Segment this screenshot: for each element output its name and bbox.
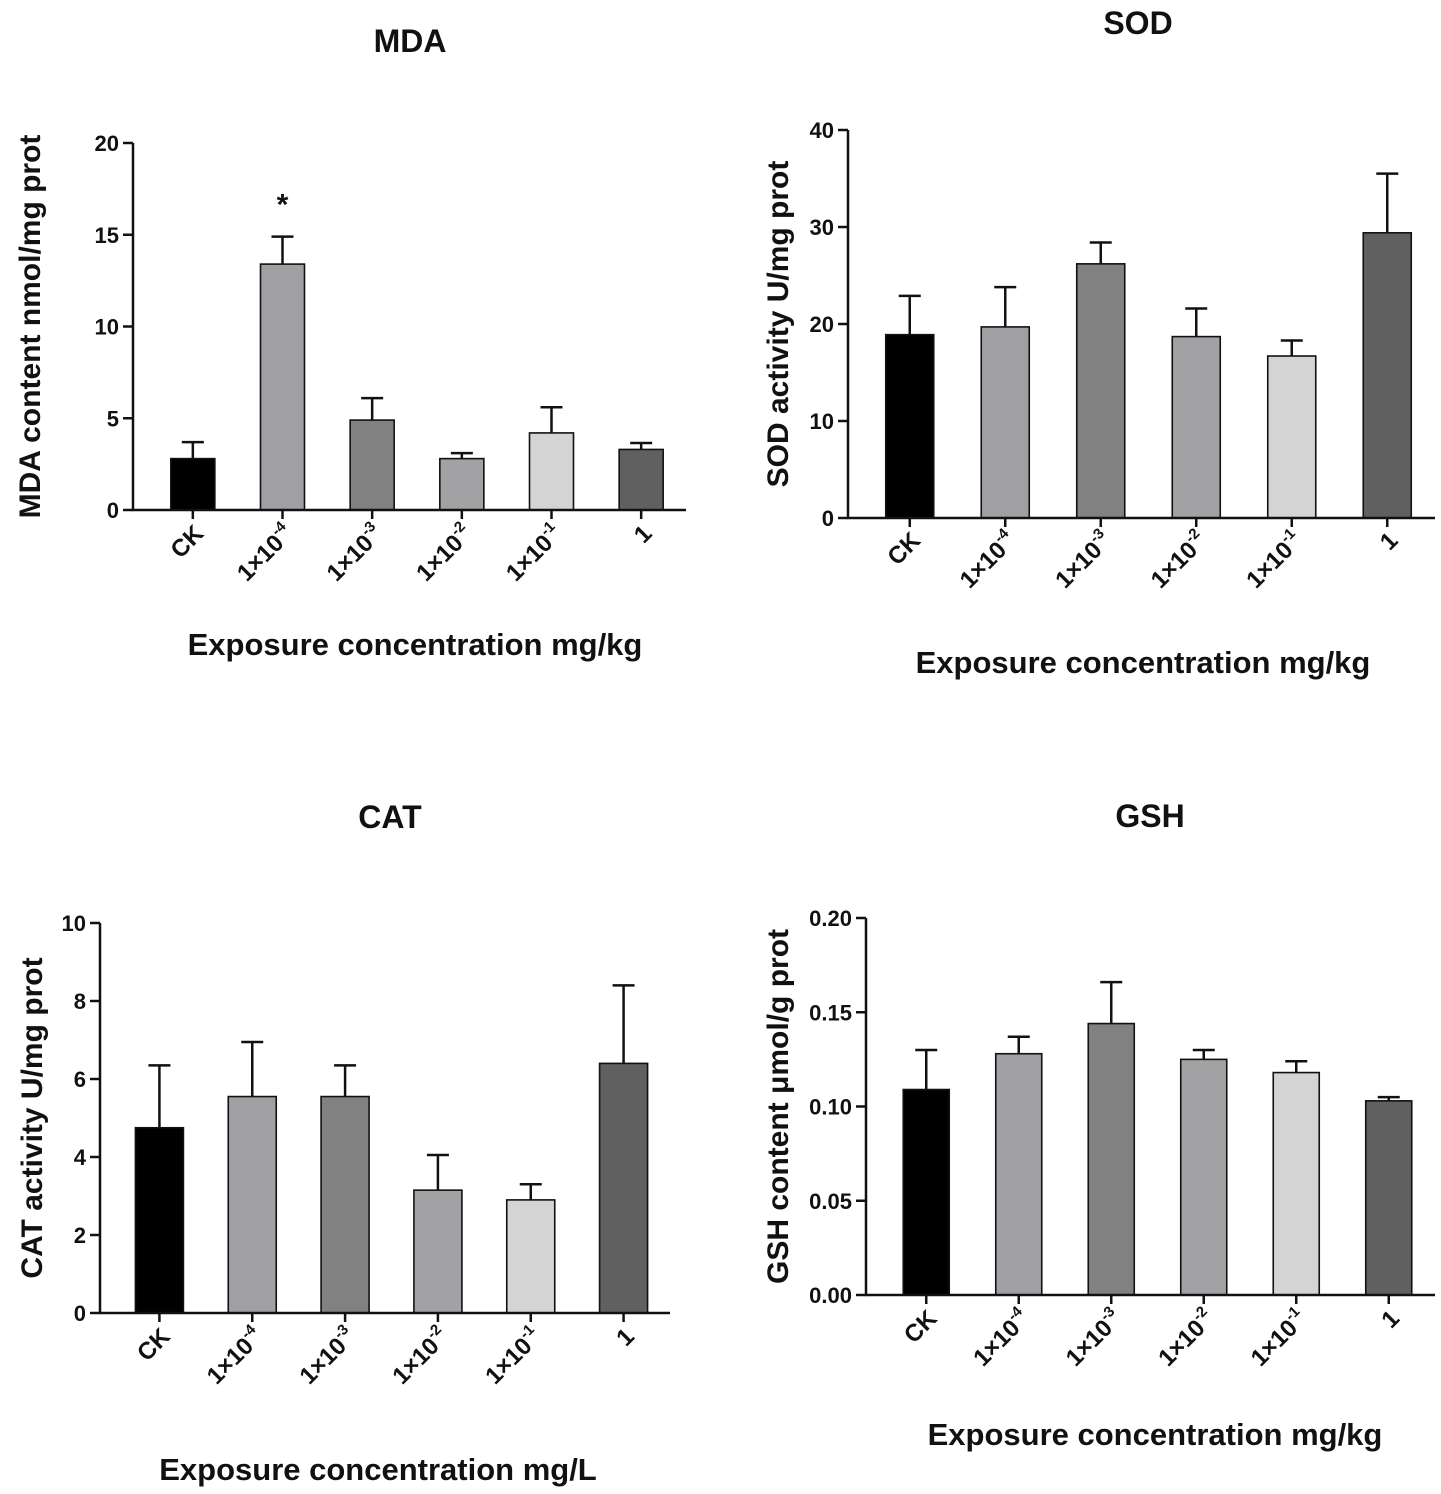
y-tick-label: 0.10: [809, 1095, 852, 1120]
chart-title: MDA: [374, 23, 447, 59]
bar-0: [902, 1088, 951, 1296]
bar-5: [1362, 232, 1413, 519]
bar-3: [413, 1189, 463, 1314]
bar-0: [134, 1126, 185, 1314]
bar-1: [994, 1052, 1043, 1296]
y-tick-label: 8: [74, 989, 86, 1014]
y-tick-label: 20: [810, 312, 834, 337]
x-tick-label: 1×10-3: [320, 518, 389, 587]
bar-1: [980, 326, 1031, 519]
x-tick-label: 1×10-3: [292, 1321, 361, 1390]
x-tick-label: 1×10-2: [1151, 1303, 1220, 1372]
bar-4: [1266, 355, 1317, 519]
bar-3: [1179, 1058, 1228, 1296]
y-tick-label: 0.05: [809, 1189, 852, 1214]
bar-5: [618, 448, 664, 511]
x-tick-label: 1×10-4: [953, 525, 1022, 594]
x-tick-label: 1: [629, 520, 658, 549]
y-tick-label: 5: [107, 406, 119, 431]
bar-1: [227, 1095, 278, 1314]
x-tick-label: 1×10-2: [385, 1321, 454, 1390]
chart-mda: MDA MDA content nmol/mg prot * 0 5 10 15 20 CK 1×…: [14, 23, 686, 662]
chart-cat: CAT CAT activity U/mg prot 0 2 4 6 8 10 CK 1×10-4…: [16, 799, 670, 1487]
x-tick-label: CK: [899, 1305, 943, 1349]
bar-0: [170, 457, 216, 511]
bar-2: [1087, 1022, 1136, 1296]
bar-1: [259, 263, 306, 511]
x-axis-label: Exposure concentration mg/kg: [928, 1417, 1383, 1452]
y-tick-label: 10: [95, 315, 119, 340]
y-tick-label: 30: [810, 215, 834, 240]
x-tick-label: 1×10-4: [230, 518, 299, 587]
bar-4: [505, 1199, 556, 1314]
bar-0: [884, 333, 935, 519]
x-tick-label: 1×10-4: [966, 1303, 1035, 1372]
x-tick-label: CK: [132, 1323, 176, 1367]
y-tick-label: 2: [74, 1223, 86, 1248]
bar-5: [598, 1062, 649, 1314]
bar-2: [320, 1095, 370, 1314]
chart-title: CAT: [358, 799, 422, 835]
chart-gsh: GSH GSH content μmol/g prot 0.00 0.05 0.10 0.…: [762, 798, 1435, 1452]
y-axis-label: CAT activity U/mg prot: [16, 957, 49, 1278]
x-tick-label: 1×10-3: [1048, 525, 1117, 594]
x-tick-label: 1×10-1: [1244, 1303, 1313, 1372]
chart-title: GSH: [1115, 798, 1184, 834]
x-axis-label: Exposure concentration mg/kg: [916, 645, 1371, 680]
x-tick-label: 1×10-1: [478, 1321, 547, 1390]
bar-4: [528, 432, 575, 511]
y-axis-label: MDA content nmol/mg prot: [14, 135, 47, 519]
y-tick-label: 0: [107, 498, 119, 523]
x-tick-label: 1: [611, 1323, 640, 1352]
y-axis-label: SOD activity U/mg prot: [762, 161, 795, 488]
bar-5: [1364, 1100, 1413, 1296]
x-tick-label: 1×10-1: [1239, 525, 1308, 594]
chart-sod: SOD SOD activity U/mg prot 0 10 20 30 40 CK 1×10…: [762, 5, 1435, 680]
y-tick-label: 0.00: [809, 1283, 852, 1308]
y-tick-label: 40: [810, 118, 834, 143]
bar-3: [439, 457, 485, 511]
bar-2: [1075, 263, 1126, 519]
y-tick-label: 0: [74, 1301, 86, 1326]
x-tick-label: 1×10-2: [409, 518, 478, 587]
y-axis-label: GSH content μmol/g prot: [762, 929, 795, 1284]
bar-4: [1272, 1071, 1321, 1296]
y-tick-label: 20: [95, 131, 119, 156]
y-tick-label: 4: [74, 1145, 87, 1170]
x-tick-label: 1×10-2: [1144, 525, 1213, 594]
x-tick-label: 1×10-3: [1059, 1303, 1128, 1372]
bar-3: [1171, 335, 1222, 519]
y-tick-label: 0: [822, 506, 834, 531]
y-tick-label: 15: [95, 223, 119, 248]
x-axis-label: Exposure concentration mg/kg: [188, 627, 643, 662]
bar-2: [349, 419, 395, 511]
y-tick-label: 6: [74, 1067, 86, 1092]
y-tick-label: 10: [62, 911, 86, 936]
x-tick-label: 1: [1376, 1305, 1405, 1334]
x-tick-label: CK: [882, 527, 926, 571]
x-tick-label: 1: [1375, 527, 1404, 556]
x-axis-label: Exposure concentration mg/L: [159, 1452, 597, 1487]
significance-marker: *: [277, 189, 289, 222]
y-tick-label: 0.15: [809, 1000, 852, 1025]
x-tick-label: 1×10-1: [499, 518, 568, 587]
x-tick-label: CK: [165, 520, 209, 564]
y-tick-label: 10: [810, 409, 834, 434]
y-tick-label: 0.20: [809, 906, 852, 931]
chart-title: SOD: [1103, 5, 1172, 41]
x-tick-label: 1×10-4: [200, 1321, 269, 1390]
